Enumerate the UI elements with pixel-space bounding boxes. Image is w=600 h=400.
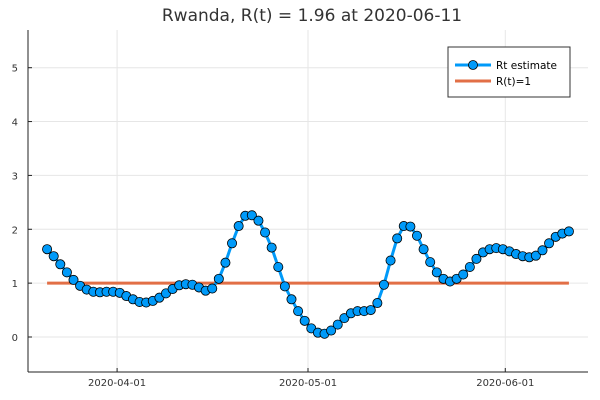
- rt-data-point: [279, 281, 290, 292]
- x-tick-label: 2020-05-01: [279, 378, 337, 389]
- rt-data-point: [61, 267, 72, 278]
- rt-data-point: [431, 267, 442, 278]
- y-tick-label: 1: [12, 279, 18, 290]
- rt-data-point: [48, 251, 59, 262]
- x-tick-label: 2020-06-01: [476, 378, 534, 389]
- rt-data-point: [392, 233, 403, 244]
- legend: Rt estimate R(t)=1: [447, 46, 571, 98]
- rt-data-point: [365, 305, 376, 316]
- y-tick-label: 4: [12, 118, 18, 129]
- rt-data-point: [530, 250, 541, 261]
- rt-data-point: [405, 221, 416, 232]
- rt-data-point: [293, 306, 304, 317]
- rt-data-point: [332, 319, 343, 330]
- rt-data-point: [563, 226, 574, 237]
- rt-data-point: [378, 279, 389, 290]
- rt-data-point: [286, 294, 297, 305]
- rt-data-point: [233, 221, 244, 232]
- y-tick-label: 5: [12, 64, 18, 75]
- rt-data-point: [68, 274, 79, 285]
- rt-data-point: [411, 230, 422, 241]
- rt-data-point: [207, 283, 218, 294]
- rt-data-point: [227, 238, 238, 249]
- legend-label-rt-estimate: Rt estimate: [496, 60, 557, 72]
- rt-data-point: [537, 245, 548, 256]
- legend-box: [447, 46, 571, 98]
- rt-data-point: [418, 244, 429, 255]
- rt-data-point: [372, 298, 383, 309]
- series-layer: [42, 210, 574, 339]
- rt-data-point: [544, 238, 555, 249]
- rt-data-point: [220, 257, 231, 268]
- rt-data-point: [471, 253, 482, 264]
- rt-data-point: [458, 269, 469, 280]
- rt-data-point: [246, 210, 257, 221]
- chart-title: Rwanda, R(t) = 1.96 at 2020-06-11: [162, 6, 462, 26]
- legend-marker-rt-estimate: [468, 60, 478, 70]
- rt-data-point: [339, 313, 350, 324]
- rt-data-point: [326, 325, 337, 336]
- rt-data-point: [385, 255, 396, 266]
- rt-data-point: [55, 259, 66, 270]
- rt-data-point: [273, 261, 284, 272]
- axis-layer: 0 1 2 3 4 5 2020-04-01 2020-05-01 2020-06-01: [12, 30, 588, 389]
- rt-data-point: [260, 227, 271, 238]
- legend-label-threshold: R(t)=1: [496, 76, 531, 88]
- rt-data-point: [253, 215, 264, 226]
- y-tick-label: 0: [12, 333, 18, 344]
- rt-data-point: [266, 242, 277, 253]
- y-tick-label: 2: [12, 225, 18, 236]
- rt-data-point: [213, 273, 224, 284]
- rt-data-point: [464, 261, 475, 272]
- rt-data-point: [299, 315, 310, 326]
- y-tick-label: 3: [12, 171, 18, 182]
- x-tick-label: 2020-04-01: [88, 378, 146, 389]
- rt-data-point: [425, 257, 436, 268]
- rt-data-point: [42, 244, 53, 255]
